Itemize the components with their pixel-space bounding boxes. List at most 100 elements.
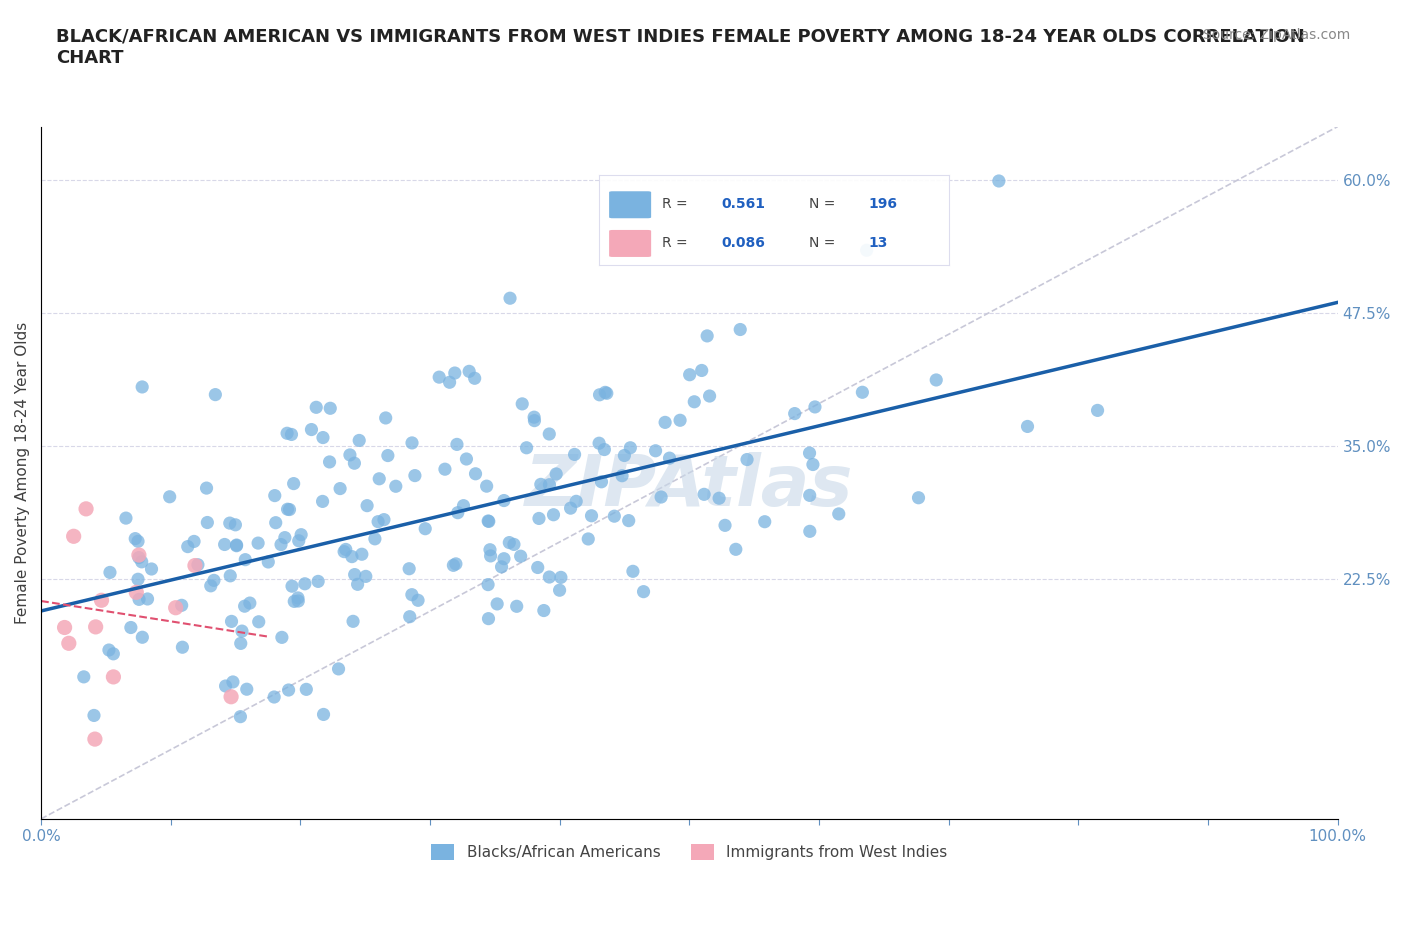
Blacks/African Americans bbox=[347, 433, 370, 448]
Blacks/African Americans bbox=[318, 455, 340, 470]
Blacks/African Americans bbox=[103, 646, 125, 661]
Blacks/African Americans bbox=[136, 591, 159, 606]
Blacks/African Americans bbox=[225, 538, 247, 552]
Blacks/African Americans bbox=[404, 468, 426, 483]
Blacks/African Americans bbox=[401, 435, 423, 450]
Blacks/African Americans bbox=[131, 554, 153, 569]
Blacks/African Americans bbox=[283, 594, 305, 609]
Immigrants from West Indies bbox=[128, 548, 150, 563]
Blacks/African Americans bbox=[486, 596, 509, 611]
Blacks/African Americans bbox=[231, 624, 253, 639]
Blacks/African Americans bbox=[195, 481, 218, 496]
Blacks/African Americans bbox=[283, 476, 305, 491]
Blacks/African Americans bbox=[311, 494, 333, 509]
Blacks/African Americans bbox=[498, 535, 520, 550]
Blacks/African Americans bbox=[564, 447, 586, 462]
Blacks/African Americans bbox=[479, 549, 502, 564]
Blacks/African Americans bbox=[828, 507, 851, 522]
Blacks/African Americans bbox=[588, 436, 610, 451]
Blacks/African Americans bbox=[491, 560, 513, 575]
Blacks/African Americans bbox=[342, 614, 364, 629]
Immigrants from West Indies bbox=[184, 558, 207, 573]
Blacks/African Americans bbox=[499, 291, 522, 306]
Blacks/African Americans bbox=[120, 620, 142, 635]
Blacks/African Americans bbox=[128, 551, 150, 565]
Blacks/African Americans bbox=[225, 538, 247, 553]
Blacks/African Americans bbox=[295, 682, 318, 697]
Blacks/African Americans bbox=[335, 542, 357, 557]
Blacks/African Americans bbox=[127, 572, 149, 587]
Blacks/African Americans bbox=[128, 591, 150, 606]
Blacks/African Americans bbox=[195, 515, 218, 530]
Blacks/African Americans bbox=[377, 448, 399, 463]
Blacks/African Americans bbox=[287, 591, 309, 605]
Blacks/African Americans bbox=[548, 583, 571, 598]
Blacks/African Americans bbox=[294, 577, 316, 591]
Immigrants from West Indies bbox=[125, 585, 148, 600]
Blacks/African Americans bbox=[550, 570, 572, 585]
Blacks/African Americans bbox=[444, 556, 467, 571]
Blacks/African Americans bbox=[619, 440, 641, 455]
Blacks/African Americans bbox=[478, 514, 501, 529]
Blacks/African Americans bbox=[644, 444, 666, 458]
Blacks/African Americans bbox=[799, 524, 821, 538]
Blacks/African Americans bbox=[477, 611, 499, 626]
Blacks/African Americans bbox=[679, 367, 702, 382]
Blacks/African Americans bbox=[509, 549, 531, 564]
Blacks/African Americans bbox=[398, 562, 420, 577]
Blacks/African Americans bbox=[443, 365, 465, 380]
Blacks/African Americans bbox=[183, 534, 205, 549]
Immigrants from West Indies bbox=[84, 619, 107, 634]
Blacks/African Americans bbox=[247, 615, 270, 630]
Blacks/African Americans bbox=[263, 488, 285, 503]
Blacks/African Americans bbox=[505, 599, 527, 614]
Blacks/African Americans bbox=[714, 518, 737, 533]
Blacks/African Americans bbox=[312, 430, 335, 445]
Blacks/African Americans bbox=[516, 440, 538, 455]
Blacks/African Americans bbox=[83, 708, 105, 723]
Blacks/African Americans bbox=[925, 373, 948, 388]
Blacks/African Americans bbox=[214, 537, 236, 551]
Blacks/African Americans bbox=[277, 502, 299, 517]
Blacks/African Americans bbox=[593, 442, 616, 457]
Blacks/African Americans bbox=[159, 489, 181, 504]
Blacks/African Americans bbox=[401, 587, 423, 602]
Blacks/African Americans bbox=[172, 640, 194, 655]
Blacks/African Americans bbox=[492, 551, 515, 566]
Immigrants from West Indies bbox=[62, 529, 84, 544]
Blacks/African Americans bbox=[374, 410, 396, 425]
Blacks/African Americans bbox=[693, 487, 716, 502]
Blacks/African Americans bbox=[804, 400, 827, 415]
Blacks/African Americans bbox=[441, 558, 464, 573]
Blacks/African Americans bbox=[202, 573, 225, 588]
Blacks/African Americans bbox=[477, 513, 499, 528]
Blacks/African Americans bbox=[538, 569, 561, 584]
Blacks/African Americans bbox=[280, 427, 302, 442]
Blacks/African Americans bbox=[233, 552, 256, 567]
Blacks/African Americans bbox=[263, 689, 285, 704]
Text: ZIPAtlas: ZIPAtlas bbox=[524, 452, 853, 521]
Blacks/African Americans bbox=[669, 413, 692, 428]
Immigrants from West Indies bbox=[90, 592, 112, 607]
Blacks/African Americans bbox=[855, 243, 877, 258]
Blacks/African Americans bbox=[546, 467, 568, 482]
Blacks/African Americans bbox=[97, 643, 120, 658]
Blacks/African Americans bbox=[543, 507, 565, 522]
Blacks/African Americans bbox=[127, 534, 149, 549]
Blacks/African Americans bbox=[264, 515, 287, 530]
Blacks/African Americans bbox=[987, 174, 1010, 189]
Blacks/African Americans bbox=[73, 670, 96, 684]
Blacks/African Americans bbox=[565, 494, 588, 509]
Blacks/African Americans bbox=[218, 515, 240, 530]
Immigrants from West Indies bbox=[103, 670, 125, 684]
Immigrants from West Indies bbox=[58, 636, 80, 651]
Blacks/African Americans bbox=[593, 385, 616, 400]
Blacks/African Americans bbox=[413, 521, 436, 536]
Blacks/African Americans bbox=[385, 479, 408, 494]
Blacks/African Americans bbox=[224, 517, 246, 532]
Blacks/African Americans bbox=[603, 509, 626, 524]
Blacks/African Americans bbox=[276, 426, 298, 441]
Blacks/African Americans bbox=[591, 474, 613, 489]
Immigrants from West Indies bbox=[75, 501, 97, 516]
Blacks/African Americans bbox=[200, 578, 222, 593]
